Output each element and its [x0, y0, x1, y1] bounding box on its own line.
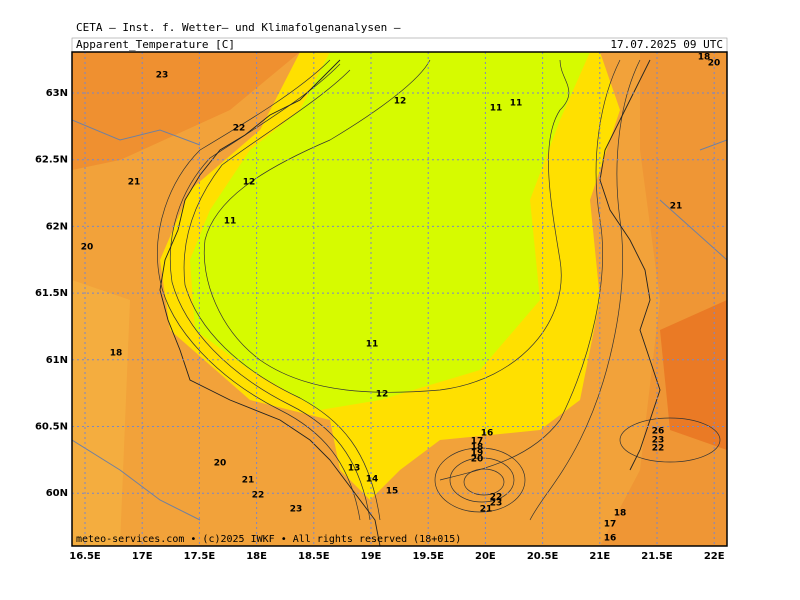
contour-label: 11: [224, 217, 237, 227]
contour-label: 21: [242, 476, 255, 486]
lon-label: 21E: [589, 551, 610, 562]
contour-label: 11: [490, 104, 503, 114]
grid: 16.5E 17E 17.5E 18E 18.5E 19E 19.5E 20E 20.5E 21E…: [35, 52, 727, 562]
lon-label: 17E: [132, 551, 153, 562]
contour-label: 12: [243, 178, 256, 188]
contour-label: 13: [348, 464, 361, 474]
lon-label: 19E: [361, 551, 382, 562]
contour-label: 22: [233, 124, 246, 134]
lon-label: 20E: [475, 551, 496, 562]
map: [72, 52, 727, 546]
contour-label: 14: [366, 475, 379, 485]
contour-label: 16: [481, 429, 494, 439]
lat-label: 62N: [46, 221, 68, 232]
lat-label: 63N: [46, 88, 68, 99]
contour-label: 11: [510, 99, 523, 109]
lat-label: 61.5N: [35, 288, 68, 299]
contour-label: 22: [490, 493, 503, 503]
lon-label: 17.5E: [184, 551, 216, 562]
title: CETA — Inst. f. Wetter— und Klimafolgena…: [76, 21, 401, 34]
contour-label: 18: [471, 443, 484, 453]
contour-label: 17: [604, 520, 617, 530]
lat-label: 60N: [46, 488, 68, 499]
contour-label: 20: [471, 455, 484, 465]
valid-time: 17.07.2025 09 UTC: [610, 38, 723, 51]
lon-label: 22E: [704, 551, 725, 562]
contour-label: 18: [698, 53, 711, 63]
contour-label: 23: [156, 71, 169, 81]
contour-label: 23: [652, 436, 665, 446]
contour-label: 11: [366, 340, 379, 350]
lon-label: 21.5E: [641, 551, 673, 562]
contour-label: 12: [394, 97, 407, 107]
footer: meteo-services.com • (c)2025 IWKF • All …: [76, 534, 461, 545]
contour-label: 16: [604, 534, 617, 544]
contour-label: 15: [386, 487, 399, 497]
contour-label: 22: [652, 444, 665, 454]
contour-label: 20: [708, 59, 721, 69]
parameter: Apparent_Temperature [C]: [76, 38, 235, 51]
contour-label: 19: [471, 449, 484, 459]
lon-label: 16.5E: [69, 551, 101, 562]
contour-label: 21: [670, 202, 683, 212]
contour-label: 17: [471, 437, 484, 447]
contour-label: 26: [652, 427, 665, 437]
map-frame: [71, 51, 728, 547]
lat-label: 60.5N: [35, 422, 68, 433]
contour-label: 23: [490, 499, 503, 509]
contour-label: 22: [252, 491, 265, 501]
lat-label: 62.5N: [35, 155, 68, 166]
lat-label: 61N: [46, 355, 68, 366]
contour-label: 18: [614, 509, 627, 519]
contour-label: 21: [480, 505, 493, 515]
contour-label: 20: [81, 243, 94, 253]
contour-label: 23: [290, 505, 303, 515]
contour-label: 12: [376, 390, 389, 400]
contour-label: 20: [214, 459, 227, 469]
lon-label: 18E: [246, 551, 267, 562]
contour-label: 18: [110, 349, 123, 359]
lon-label: 18.5E: [298, 551, 330, 562]
contour-label: 21: [128, 178, 141, 188]
lon-label: 19.5E: [412, 551, 444, 562]
lon-label: 20.5E: [527, 551, 559, 562]
